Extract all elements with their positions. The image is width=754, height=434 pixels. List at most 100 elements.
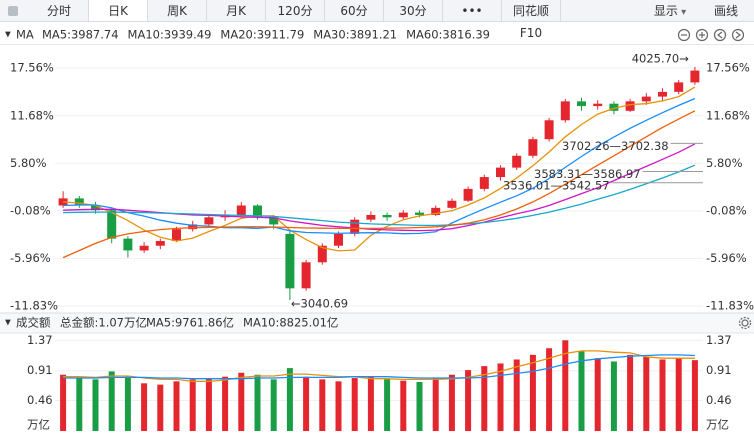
zoom-out[interactable]: [677, 28, 691, 42]
tab[interactable]: 分时: [30, 0, 89, 21]
legend-entry: MA5:9761.86亿: [146, 316, 234, 330]
legend-entry: MA20:3911.79: [220, 28, 304, 42]
y-tick-label: -5.96%: [10, 251, 51, 265]
candle-body: [641, 96, 651, 102]
volume-bar: [76, 378, 83, 431]
y-tick-label: -11.83%: [706, 299, 754, 313]
menu-icon[interactable]: [0, 0, 30, 21]
dropdown-arrow[interactable]: ▾: [5, 315, 11, 329]
candle-body: [479, 177, 489, 189]
move-left[interactable]: [713, 28, 727, 42]
volume-bar: [286, 368, 293, 431]
volume-bar: [513, 359, 520, 431]
ma-line: [63, 86, 696, 252]
y-unit: 万亿: [706, 418, 729, 432]
dropdown-arrow[interactable]: ▾: [5, 27, 11, 41]
tab[interactable]: 120分: [266, 0, 325, 21]
annotation: 3536.01—3542.57: [503, 178, 610, 192]
volume-bar: [432, 378, 439, 431]
ma-line: [62, 110, 696, 259]
y-tick-label: -11.83%: [10, 299, 58, 313]
y-tick-label: 17.56%: [706, 60, 750, 74]
candle-body: [528, 139, 538, 156]
volume-bar: [659, 359, 666, 431]
volume-bar: [189, 379, 196, 431]
candle-body: [317, 245, 327, 263]
candle-body: [447, 200, 457, 208]
volume-bar: [578, 351, 585, 431]
tab[interactable]: 周K: [148, 0, 207, 21]
candle-body: [496, 167, 505, 178]
ma-line: [63, 97, 696, 235]
y-tick-label: -0.08%: [706, 203, 747, 217]
volume-bar: [173, 381, 180, 431]
candle-body: [123, 238, 133, 251]
tab[interactable]: 30分: [384, 0, 443, 21]
tab[interactable]: 60分: [325, 0, 384, 21]
volume-bar: [627, 354, 634, 431]
tab[interactable]: 日K: [89, 0, 148, 21]
legend-entry: MA10:8825.01亿: [243, 316, 338, 330]
candle-body: [350, 219, 360, 234]
volume-bar: [675, 358, 682, 431]
candle-body: [560, 101, 570, 121]
y-tick-label: 11.68%: [706, 108, 750, 122]
candle-body: [415, 212, 424, 215]
volume-bar: [481, 366, 488, 431]
zoom-controls: [677, 28, 752, 330]
y-tick-label: 1.37: [706, 333, 732, 347]
candle-body: [204, 217, 214, 225]
y-tick-label: 11.68%: [10, 108, 54, 122]
toolbar-button[interactable]: 显示: [642, 0, 698, 21]
volume-bar: [691, 360, 698, 431]
y-tick-label: 5.80%: [10, 156, 47, 170]
y-tick-label: -5.96%: [706, 251, 747, 265]
candle-body: [658, 91, 667, 97]
zoom-in[interactable]: [695, 28, 709, 42]
y-unit: 万亿: [27, 418, 50, 432]
ma-line: [63, 350, 695, 382]
volume-bar: [367, 376, 374, 431]
volume-header-bg: [0, 313, 754, 333]
volume-bar: [254, 374, 261, 431]
volume-bar: [529, 354, 536, 431]
y-tick-label: 5.80%: [706, 156, 743, 170]
volume-bar: [351, 378, 358, 431]
ma-line: [63, 354, 695, 380]
legend-entry: MA30:3891.21: [313, 28, 397, 42]
y-tick-label: 0.91: [706, 363, 732, 377]
volume-bar: [60, 374, 67, 431]
legend-entry: MA60:3816.39: [406, 28, 490, 42]
y-tick-label: 0.46: [27, 393, 53, 407]
volume-bar: [238, 372, 245, 431]
y-tick-label: 17.56%: [10, 60, 54, 74]
volume-bar: [416, 382, 423, 431]
move-right[interactable]: [731, 28, 745, 42]
candle-body: [512, 155, 522, 168]
candle-body: [625, 101, 635, 111]
volume-bar: [319, 379, 326, 431]
candle-body: [188, 224, 198, 230]
annotation: ←3040.69: [291, 297, 348, 311]
candle-body: [609, 103, 619, 111]
settings[interactable]: [741, 319, 749, 327]
volume-bar: [448, 374, 455, 431]
y-tick-label: 1.37: [27, 333, 53, 347]
y-tick-label: 0.91: [27, 363, 53, 377]
tab[interactable]: 月K: [207, 0, 266, 21]
candle-body: [253, 205, 262, 218]
volume-bar: [108, 371, 115, 431]
tab[interactable]: 同花顺F10: [502, 0, 561, 40]
toolbar-button[interactable]: 画线: [713, 4, 738, 18]
candle-body: [674, 82, 684, 92]
y-tick-label: 0.46: [706, 393, 732, 407]
volume-bar: [384, 379, 391, 431]
candle-body: [398, 212, 408, 218]
annotation: 3702.26—3702.38: [562, 139, 669, 153]
volume-bar: [270, 379, 277, 431]
tab[interactable]: •••: [443, 0, 502, 21]
indicator-label[interactable]: MA: [16, 28, 34, 42]
legend-entry: MA10:3939.49: [128, 28, 212, 42]
